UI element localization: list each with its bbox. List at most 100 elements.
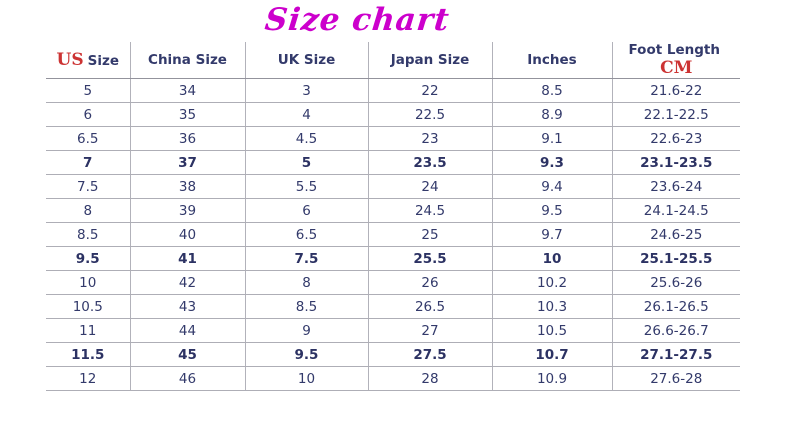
size-cell: 8 <box>46 198 131 223</box>
column-label: Japan Size <box>390 52 470 68</box>
size-cell: 10.3 <box>492 294 613 319</box>
table-row: 12 46 10 28 10.9 27.6-28 <box>46 366 740 391</box>
size-cell: 28 <box>368 366 493 391</box>
table-row: 10.5 43 8.5 26.5 10.3 26.1-26.5 <box>46 294 740 319</box>
size-cell: 9 <box>245 318 369 343</box>
table-row: 6.5 36 4.5 23 9.1 22.6-23 <box>46 126 740 151</box>
size-cell: 8.5 <box>492 78 613 103</box>
size-cell: 22.1-22.5 <box>612 102 740 127</box>
size-cell: 43 <box>130 294 246 319</box>
size-cell: 27.6-28 <box>612 366 740 391</box>
size-cell: 40 <box>130 222 246 247</box>
size-cell: 23.5 <box>368 150 493 175</box>
table-row: 5 34 3 22 8.5 21.6-22 <box>46 78 740 103</box>
size-cell: 10.9 <box>492 366 613 391</box>
table-row: 7 37 5 23.5 9.3 23.1-23.5 <box>46 150 740 175</box>
size-cell: 27.1-27.5 <box>612 342 740 367</box>
size-cell: 26.6-26.7 <box>612 318 740 343</box>
size-cell: 12 <box>46 366 131 391</box>
size-cell: 4 <box>245 102 369 127</box>
size-cell: 4.5 <box>245 126 369 151</box>
table-row: 8 39 6 24.5 9.5 24.1-24.5 <box>46 198 740 223</box>
table-row: 11 44 9 27 10.5 26.6-26.7 <box>46 318 740 343</box>
size-cell: 10.2 <box>492 270 613 295</box>
title-container: Size chart <box>46 2 668 38</box>
size-cell: 6 <box>245 198 369 223</box>
size-cell: 10 <box>492 246 613 271</box>
size-cell: 25.1-25.5 <box>612 246 740 271</box>
size-cell: 6.5 <box>46 126 131 151</box>
size-cell: 9.4 <box>492 174 613 199</box>
size-cell: 21.6-22 <box>612 78 740 103</box>
size-cell: 25 <box>368 222 493 247</box>
size-cell: 8.5 <box>245 294 369 319</box>
size-cell: 24.6-25 <box>612 222 740 247</box>
size-table-body: 5 34 3 22 8.5 21.6-22 6 35 4 22.5 8.9 22.1-22.5 6.5 3… <box>46 78 740 391</box>
size-cell: 6 <box>46 102 131 127</box>
size-cell: 24.1-24.5 <box>612 198 740 223</box>
size-cell: 24 <box>368 174 493 199</box>
size-chart-table: US Size China Size UK Size Japan Size Inc… <box>46 42 740 391</box>
size-cell: 11 <box>46 318 131 343</box>
size-cell: 24.5 <box>368 198 493 223</box>
size-cell: 36 <box>130 126 246 151</box>
size-cell: 10 <box>46 270 131 295</box>
page-title: Size chart <box>262 2 452 38</box>
size-cell: 8.5 <box>46 222 131 247</box>
table-row: 6 35 4 22.5 8.9 22.1-22.5 <box>46 102 740 127</box>
table-row: 9.5 41 7.5 25.5 10 25.1-25.5 <box>46 246 740 271</box>
size-cell: 23 <box>368 126 493 151</box>
size-cell: 7.5 <box>245 246 369 271</box>
size-cell: 41 <box>130 246 246 271</box>
size-cell: 10.5 <box>492 318 613 343</box>
cm-accent-label: CM <box>660 58 693 78</box>
size-cell: 10 <box>245 366 369 391</box>
size-cell: 9.5 <box>492 198 613 223</box>
size-cell: 37 <box>130 150 246 175</box>
column-header-china-size: China Size <box>130 42 246 79</box>
size-cell: 42 <box>130 270 246 295</box>
column-header-japan-size: Japan Size <box>368 42 493 79</box>
size-cell: 26.5 <box>368 294 493 319</box>
size-cell: 27.5 <box>368 342 493 367</box>
size-cell: 7.5 <box>46 174 131 199</box>
size-cell: 7 <box>46 150 131 175</box>
size-cell: 22.5 <box>368 102 493 127</box>
size-cell: 26.1-26.5 <box>612 294 740 319</box>
size-cell: 5 <box>46 78 131 103</box>
size-cell: 11.5 <box>46 342 131 367</box>
table-header: US Size China Size UK Size Japan Size Inc… <box>46 42 740 79</box>
header-row: US Size China Size UK Size Japan Size Inc… <box>46 42 740 79</box>
column-label: Foot Length <box>628 42 720 58</box>
column-header-foot-length: Foot LengthCM <box>612 42 740 79</box>
size-cell: 23.6-24 <box>612 174 740 199</box>
size-cell: 23.1-23.5 <box>612 150 740 175</box>
size-cell: 10.7 <box>492 342 613 367</box>
size-cell: 9.5 <box>46 246 131 271</box>
size-cell: 46 <box>130 366 246 391</box>
column-label: Size <box>87 53 119 69</box>
size-cell: 9.3 <box>492 150 613 175</box>
size-cell: 38 <box>130 174 246 199</box>
column-label: Inches <box>527 52 577 68</box>
table-row: 11.5 45 9.5 27.5 10.7 27.1-27.5 <box>46 342 740 367</box>
size-cell: 6.5 <box>245 222 369 247</box>
size-cell: 5 <box>245 150 369 175</box>
size-cell: 3 <box>245 78 369 103</box>
size-cell: 45 <box>130 342 246 367</box>
column-label: China Size <box>148 52 227 68</box>
size-cell: 25.6-26 <box>612 270 740 295</box>
size-cell: 25.5 <box>368 246 493 271</box>
table-row: 7.5 38 5.5 24 9.4 23.6-24 <box>46 174 740 199</box>
size-cell: 9.7 <box>492 222 613 247</box>
column-header-uk-size: UK Size <box>245 42 369 79</box>
table-row: 8.5 40 6.5 25 9.7 24.6-25 <box>46 222 740 247</box>
size-cell: 5.5 <box>245 174 369 199</box>
size-cell: 8.9 <box>492 102 613 127</box>
size-cell: 22 <box>368 78 493 103</box>
size-cell: 44 <box>130 318 246 343</box>
size-cell: 9.1 <box>492 126 613 151</box>
size-cell: 10.5 <box>46 294 131 319</box>
size-cell: 34 <box>130 78 246 103</box>
size-cell: 9.5 <box>245 342 369 367</box>
